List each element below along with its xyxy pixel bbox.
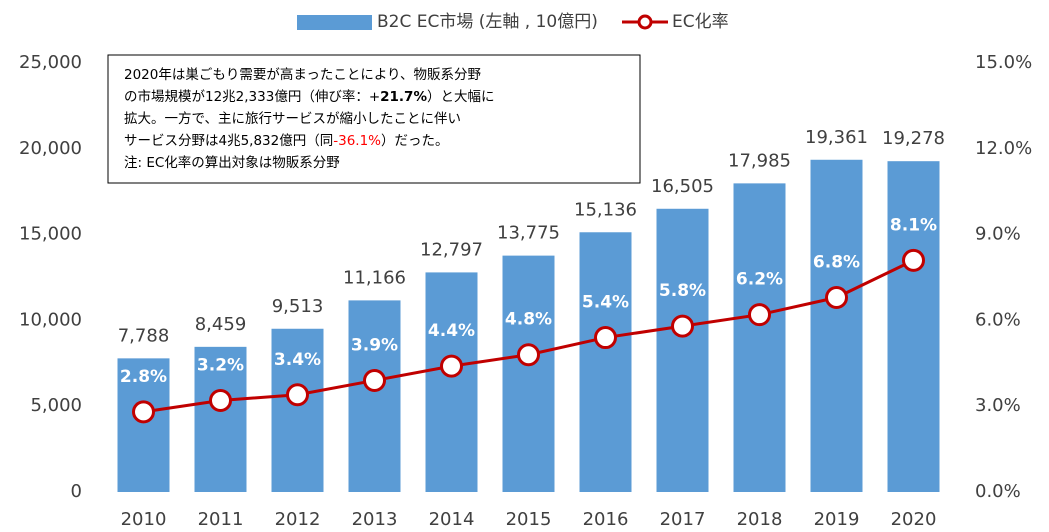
bar-value-label: 9,513	[272, 296, 324, 317]
y2-tick-label: 3.0%	[975, 395, 1021, 416]
legend-label: EC化率	[672, 12, 729, 32]
bar-value-label: 17,985	[728, 150, 791, 171]
annotation-text: サービス分野は4兆5,832億円（同	[124, 133, 333, 149]
line-marker	[517, 343, 540, 367]
x-tick-label: 2017	[660, 509, 706, 530]
bar	[271, 328, 324, 492]
annotation-text: ）だった。	[381, 133, 449, 149]
bar	[656, 208, 709, 492]
bar	[194, 346, 247, 492]
bar	[810, 159, 863, 492]
y2-tick-label: 9.0%	[975, 224, 1021, 245]
annotation-text: 2020年は巣ごもり需要が高まったことにより、物販系分野	[124, 66, 482, 83]
bar	[117, 358, 170, 492]
line-marker	[594, 326, 617, 350]
line-value-label: 3.9%	[351, 335, 398, 355]
y2-tick-label: 0.0%	[975, 481, 1021, 502]
line-value-label: 8.1%	[890, 215, 937, 235]
x-tick-label: 2014	[429, 509, 475, 530]
line-value-label: 2.8%	[120, 367, 167, 387]
legend-swatch	[297, 15, 372, 30]
x-tick-label: 2013	[352, 509, 398, 530]
x-tick-label: 2011	[198, 509, 244, 530]
annotation-line: 注: EC化率の算出対象は物販系分野	[124, 154, 340, 171]
line-marker	[748, 303, 771, 327]
line-marker	[902, 248, 925, 272]
bar-value-label: 8,459	[195, 314, 247, 335]
annotation-text: の市場規模が12兆2,333億円（伸び率：+	[124, 88, 380, 105]
x-tick-label: 2018	[737, 509, 783, 530]
x-tick-label: 2012	[275, 509, 321, 530]
bar-value-label: 7,788	[118, 325, 170, 346]
bar-value-label: 19,361	[805, 127, 868, 148]
y2-tick-label: 6.0%	[975, 309, 1021, 330]
bar	[887, 161, 940, 492]
bar-value-label: 16,505	[651, 176, 714, 197]
line-value-label: 3.4%	[274, 350, 321, 370]
line-value-label: 3.2%	[197, 355, 244, 375]
line-value-label: 4.4%	[428, 321, 475, 341]
x-tick-label: 2016	[583, 509, 629, 530]
x-tick-label: 2015	[506, 509, 552, 530]
line-value-label: 6.8%	[813, 253, 860, 273]
annotation-line: サービス分野は4兆5,832億円（同-36.1%）だった。	[124, 133, 449, 149]
y-tick-label: 25,000	[19, 52, 82, 73]
line-marker	[825, 286, 848, 310]
annotation-line: 2020年は巣ごもり需要が高まったことにより、物販系分野	[124, 66, 482, 83]
x-tick-label: 2019	[814, 509, 860, 530]
annotation-text: 21.7%	[380, 89, 427, 105]
line-marker	[132, 400, 155, 424]
line-marker	[363, 368, 386, 392]
bar	[425, 272, 478, 492]
annotation-line: の市場規模が12兆2,333億円（伸び率：+21.7%）と大幅に	[124, 88, 494, 105]
annotation-text: -36.1%	[333, 133, 381, 149]
bar-value-label: 11,166	[343, 267, 406, 288]
line-value-label: 6.2%	[736, 270, 783, 290]
annotation-box	[107, 54, 641, 184]
annotation-text: 注: EC化率の算出対象は物販系分野	[124, 154, 340, 171]
line-value-label: 5.8%	[659, 281, 706, 301]
y2-tick-label: 12.0%	[975, 138, 1032, 159]
legend-label: B2C EC市場 (左軸 , 10億円)	[377, 12, 598, 32]
bar	[502, 255, 555, 492]
bar-value-label: 19,278	[882, 128, 945, 149]
y-tick-label: 5,000	[30, 395, 82, 416]
y2-tick-label: 15.0%	[975, 52, 1032, 73]
y-tick-label: 20,000	[19, 138, 82, 159]
y-tick-label: 10,000	[19, 309, 82, 330]
annotation-text: ）と大幅に	[427, 89, 495, 105]
bar-value-label: 15,136	[574, 199, 637, 220]
line-marker	[209, 388, 232, 412]
line-marker	[671, 314, 694, 338]
line-marker	[440, 354, 463, 378]
x-tick-label: 2010	[121, 509, 167, 530]
annotation-line: 拡大。一方で、主に旅行サービスが縮小したことに伴い	[124, 111, 461, 127]
bar-value-label: 12,797	[420, 239, 483, 260]
y-tick-label: 0	[71, 481, 82, 502]
line-marker	[286, 383, 309, 407]
y-tick-label: 15,000	[19, 224, 82, 245]
line-value-label: 5.4%	[582, 293, 629, 313]
line-value-label: 4.8%	[505, 310, 552, 330]
bar	[348, 300, 401, 492]
legend-marker	[637, 14, 653, 30]
x-tick-label: 2020	[891, 509, 937, 530]
bar	[733, 183, 786, 493]
bar-value-label: 13,775	[497, 223, 560, 244]
annotation-text: 拡大。一方で、主に旅行サービスが縮小したことに伴い	[124, 111, 461, 127]
bar	[579, 232, 632, 492]
